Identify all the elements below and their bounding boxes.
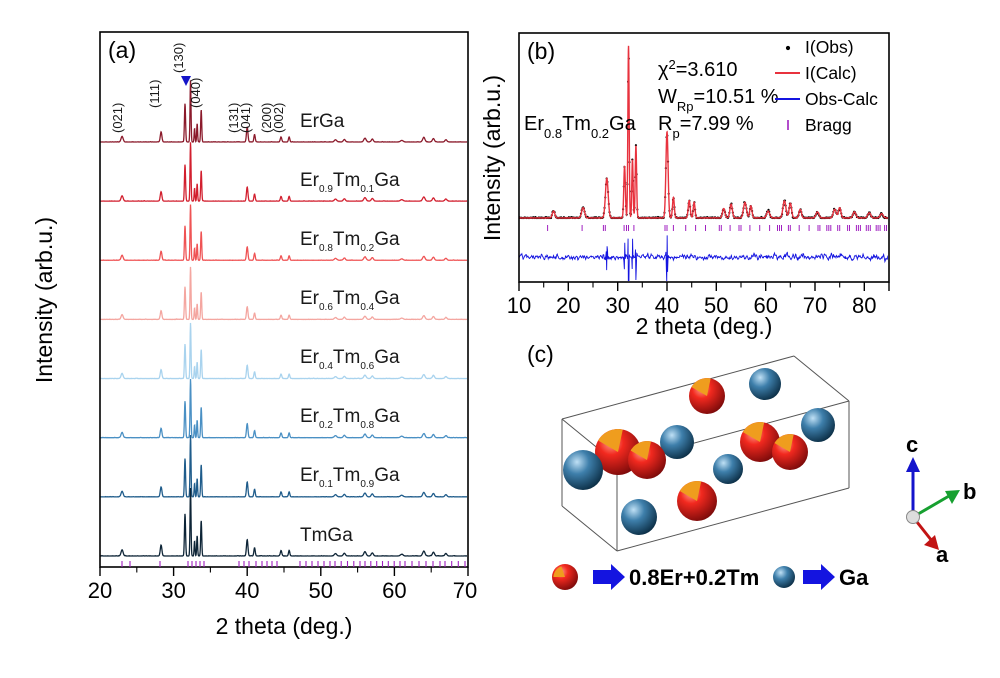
svg-text:(111): (111) [147,80,162,108]
svg-text:2 theta (deg.): 2 theta (deg.) [216,613,353,639]
svg-text:a: a [936,542,949,567]
svg-text:(040): (040) [188,78,203,108]
svg-text:Er0.6Tm0.4Ga: Er0.6Tm0.4Ga [300,288,400,313]
svg-text:(a): (a) [108,37,136,63]
svg-text:2 theta (deg.): 2 theta (deg.) [636,313,773,339]
svg-text:80: 80 [852,293,876,318]
svg-text:Intensity (arb.u.): Intensity (arb.u.) [479,75,505,241]
svg-text:70: 70 [453,578,477,603]
svg-text:(130): (130) [171,43,186,73]
svg-text:30: 30 [605,293,629,318]
svg-text:I(Obs): I(Obs) [805,37,854,57]
svg-text:b: b [963,479,976,504]
svg-text:(c): (c) [527,341,554,367]
svg-text:Obs-Calc: Obs-Calc [805,89,878,109]
svg-text:20: 20 [88,578,112,603]
svg-text:Er0.4Tm0.6Ga: Er0.4Tm0.6Ga [300,347,400,372]
svg-text:I(Calc): I(Calc) [805,63,857,83]
svg-text:20: 20 [556,293,580,318]
svg-text:Intensity (arb.u.): Intensity (arb.u.) [31,217,57,383]
svg-text:(b): (b) [527,38,555,64]
svg-text:40: 40 [235,578,259,603]
svg-text:Er0.8Tm0.2Ga: Er0.8Tm0.2Ga [300,229,400,254]
svg-text:(041): (041) [238,103,253,133]
svg-text:ErGa: ErGa [300,111,345,132]
svg-text:(021): (021) [110,103,125,133]
svg-text:60: 60 [382,578,406,603]
svg-text:(002): (002) [271,103,286,133]
svg-text:Er0.2Tm0.8Ga: Er0.2Tm0.8Ga [300,406,400,431]
svg-text:0.8Er+0.2Tm: 0.8Er+0.2Tm [629,565,759,590]
svg-text:Ga: Ga [839,565,869,590]
svg-text:c: c [906,432,918,457]
svg-text:50: 50 [309,578,333,603]
svg-text:TmGa: TmGa [300,525,353,546]
svg-text:30: 30 [161,578,185,603]
svg-text:Er0.1Tm0.9Ga: Er0.1Tm0.9Ga [300,465,400,490]
svg-text:Er0.9Tm0.1Ga: Er0.9Tm0.1Ga [300,170,400,195]
svg-text:70: 70 [803,293,827,318]
svg-text:Bragg: Bragg [805,115,852,135]
svg-text:10: 10 [507,293,531,318]
